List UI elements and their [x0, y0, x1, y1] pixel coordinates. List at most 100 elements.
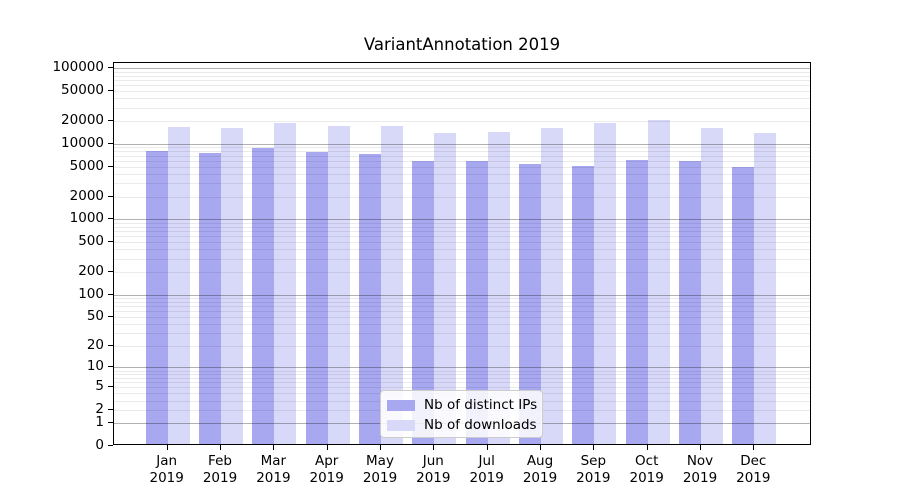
- y-tick-label-20: 20: [86, 337, 104, 354]
- gridline-minor-900: [114, 222, 810, 224]
- gridline-minor-7: [114, 377, 810, 379]
- x-tick-label-may: May 2019: [350, 453, 410, 486]
- legend-item-distinct-ips: Nb of distinct IPs: [387, 395, 542, 415]
- gridline-minor-600: [114, 236, 810, 238]
- gridline-minor-80000: [114, 75, 810, 77]
- gridline-major-10000: [114, 143, 810, 145]
- y-tick-label-5000: 5000: [69, 157, 104, 174]
- x-tick-label-aug: Aug 2019: [510, 453, 570, 486]
- y-tick-100000: [108, 67, 113, 69]
- y-tick-label-10000: 10000: [61, 134, 104, 151]
- plot-area: [113, 62, 811, 445]
- gridline-minor-40: [114, 324, 810, 326]
- legend-label-distinct-ips: Nb of distinct IPs: [424, 397, 538, 413]
- x-tick-year: 2019: [682, 469, 718, 486]
- y-tick-label-200: 200: [78, 263, 104, 279]
- x-tick-year: 2019: [576, 469, 611, 486]
- y-tick-2: [108, 409, 113, 410]
- bar-distinct-ips-nov: [679, 160, 701, 444]
- gridline-minor-5000: [114, 166, 810, 168]
- legend: Nb of distinct IPs Nb of downloads: [380, 390, 543, 438]
- x-tick-year: 2019: [362, 469, 398, 486]
- x-tick-label-sep: Sep 2019: [563, 453, 623, 486]
- gridline-minor-300: [114, 258, 810, 260]
- bar-downloads-oct: [647, 119, 670, 444]
- y-tick-label-50000: 50000: [61, 82, 104, 98]
- x-tick-dec: [753, 445, 755, 450]
- chart-title: VariantAnnotation 2019: [363, 35, 561, 54]
- x-tick-feb: [220, 445, 221, 450]
- gridline-minor-60: [114, 311, 810, 313]
- x-tick-year: 2019: [202, 469, 238, 486]
- x-tick-mar: [273, 445, 275, 450]
- gridline-minor-7000: [114, 155, 810, 157]
- bar-distinct-ips-aug: [519, 163, 541, 444]
- y-tick-50000: [108, 90, 113, 91]
- x-tick-apr: [326, 445, 328, 450]
- x-tick-label-jan: Jan 2019: [137, 453, 197, 486]
- y-tick-label-100: 100: [78, 285, 104, 302]
- gridline-minor-90: [114, 298, 810, 299]
- bar-distinct-ips-mar: [252, 147, 275, 444]
- gridline-minor-500: [114, 242, 810, 244]
- x-tick-label-nov: Nov 2019: [670, 453, 730, 486]
- x-tick-jun: [433, 445, 435, 450]
- bar-downloads-dec: [754, 132, 777, 444]
- bar-distinct-ips-dec: [732, 166, 755, 444]
- gridline-minor-8: [114, 373, 810, 375]
- bar-downloads-nov: [701, 128, 723, 444]
- x-tick-label-oct: Oct 2019: [617, 453, 677, 486]
- bar-downloads-aug: [541, 127, 563, 444]
- gridline-minor-4000: [114, 173, 810, 175]
- gridline-major-10: [114, 367, 810, 369]
- y-tick-10: [108, 366, 113, 368]
- bar-distinct-ips-sep: [572, 165, 595, 444]
- x-tick-label-dec: Dec 2019: [723, 453, 783, 486]
- gridline-minor-700: [114, 231, 810, 232]
- y-tick-label-2: 2: [95, 401, 104, 417]
- y-tick-label-5: 5: [95, 378, 104, 395]
- gridline-minor-3000: [114, 183, 810, 185]
- gridline-minor-20000: [114, 121, 810, 123]
- gridline-major-100000: [114, 68, 810, 70]
- y-tick-100: [108, 293, 113, 295]
- x-tick-sep: [593, 445, 595, 450]
- gridline-minor-20: [114, 346, 810, 348]
- gridline-minor-70: [114, 306, 810, 308]
- x-tick-jul: [486, 445, 488, 450]
- bar-downloads-jan: [167, 127, 190, 444]
- y-tick-20: [108, 345, 113, 347]
- bar-distinct-ips-oct: [625, 159, 648, 444]
- x-tick-year: 2019: [416, 469, 451, 486]
- gridline-minor-200: [114, 272, 810, 273]
- y-tick-20000: [108, 120, 113, 122]
- x-tick-jan: [166, 445, 168, 450]
- x-tick-may: [380, 445, 381, 450]
- gridline-minor-5: [114, 387, 810, 389]
- x-tick-year: 2019: [736, 469, 771, 486]
- y-tick-50: [108, 316, 113, 317]
- bar-downloads-jun: [434, 132, 457, 444]
- gridline-minor-9: [114, 370, 810, 372]
- bar-distinct-ips-feb: [199, 152, 222, 444]
- y-tick-1000: [108, 218, 113, 220]
- gridline-minor-30: [114, 333, 810, 335]
- gridline-minor-50000: [114, 91, 810, 92]
- legend-item-downloads: Nb of downloads: [387, 415, 542, 435]
- bar-downloads-may: [381, 126, 404, 444]
- bar-distinct-ips-may: [359, 154, 382, 444]
- gridline-minor-2000: [114, 196, 810, 198]
- gridline-minor-80: [114, 301, 810, 303]
- x-tick-year: 2019: [149, 469, 184, 486]
- x-tick-label-jul: Jul 2019: [457, 453, 517, 486]
- y-tick-2000: [108, 195, 113, 197]
- gridline-major-100: [114, 294, 810, 296]
- bar-downloads-mar: [274, 122, 297, 444]
- gridline-minor-400: [114, 249, 810, 251]
- y-tick-label-1: 1: [95, 414, 104, 431]
- x-tick-oct: [646, 445, 648, 450]
- y-tick-10000: [108, 142, 113, 144]
- legend-swatch-downloads: [387, 419, 415, 431]
- bar-distinct-ips-apr: [305, 151, 328, 444]
